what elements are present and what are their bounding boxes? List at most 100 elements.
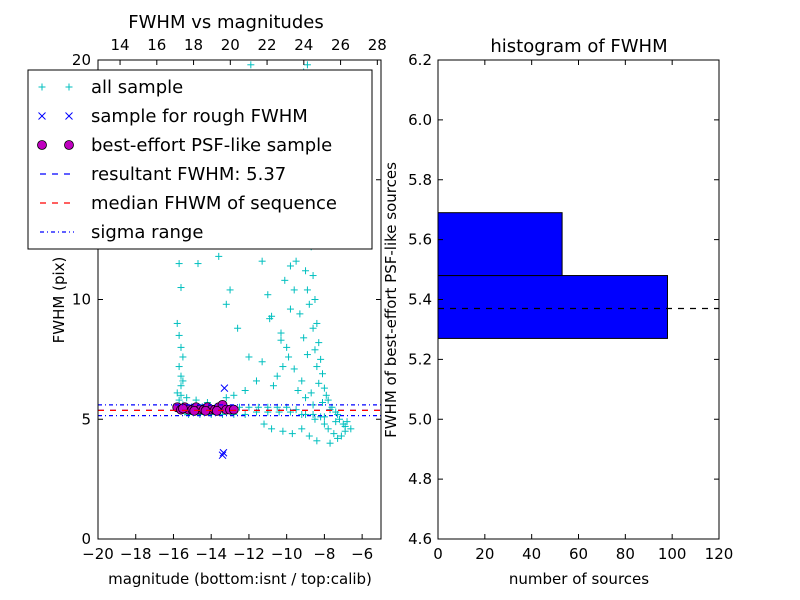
point-0-145 (298, 410, 306, 418)
point-0-112 (326, 406, 334, 414)
point-0-7 (177, 391, 185, 399)
point-0-123 (230, 391, 238, 399)
point-0-44 (313, 363, 321, 371)
point-0-29 (281, 276, 289, 284)
point-0-60 (320, 384, 328, 392)
top-x-tick-label-1: 16 (147, 36, 166, 54)
histogram-data-layer (438, 212, 719, 339)
hist-x-tick-label-6: 120 (705, 545, 734, 563)
top-x-tick-label-6: 26 (331, 36, 350, 54)
legend-marker-b-1 (65, 112, 73, 120)
point-0-72 (286, 262, 294, 270)
point-0-74 (279, 363, 287, 371)
point-0-121 (252, 377, 260, 385)
x-tick-label-4: −12 (233, 545, 265, 563)
point-0-18 (226, 286, 234, 294)
legend-marker-a-0 (38, 83, 46, 91)
point-0-43 (311, 346, 319, 354)
point-0-55 (311, 296, 319, 303)
point-0-3 (177, 372, 185, 380)
top-x-tick-label-5: 24 (294, 36, 313, 54)
point-0-124 (222, 394, 230, 402)
point-1-11 (220, 384, 229, 392)
legend-marker-a-2 (37, 140, 47, 150)
point-0-21 (247, 61, 255, 69)
point-0-84 (320, 420, 328, 428)
point-0-49 (303, 61, 311, 69)
point-0-130 (175, 260, 183, 268)
legend-label-3: resultant FWHM: 5.37 (91, 164, 286, 185)
y-tick-label-0: 0 (81, 530, 91, 548)
y-tick-label-1: 5 (81, 410, 91, 428)
x-tick-label-2: −16 (158, 545, 190, 563)
point-0-114 (307, 389, 315, 397)
point-0-61 (322, 391, 330, 399)
point-0-147 (320, 413, 328, 421)
histogram-bar-1 (438, 212, 563, 277)
hist-x-tick-label-2: 40 (522, 545, 541, 563)
histogram-xlabel: number of sources (509, 570, 649, 588)
point-0-141 (252, 408, 260, 416)
point-0-14 (215, 252, 223, 260)
point-0-57 (315, 339, 323, 347)
point-0-24 (264, 291, 272, 299)
top-x-tick-label-7: 28 (368, 36, 387, 54)
point-0-1 (175, 331, 183, 339)
y-tick-label-2: 10 (72, 291, 91, 309)
hist-y-tick-label-5: 5.6 (408, 231, 432, 249)
point-0-56 (313, 319, 321, 327)
point-0-87 (292, 406, 300, 414)
point-0-4 (177, 382, 185, 390)
point-0-116 (290, 365, 298, 373)
hist-y-tick-label-6: 5.8 (408, 171, 432, 189)
point-0-129 (177, 284, 185, 292)
point-0-69 (300, 334, 308, 342)
scatter-ylabel: FWHM (pix) (50, 257, 68, 344)
point-0-30 (286, 305, 294, 313)
point-1-13 (219, 448, 228, 457)
point-0-109 (347, 425, 355, 433)
point-0-110 (343, 418, 351, 426)
y-tick-label-4: 20 (72, 51, 91, 69)
legend-box (27, 69, 373, 250)
point-0-28 (277, 329, 285, 337)
point-0-106 (313, 437, 321, 445)
legend-label-0: all sample (91, 77, 183, 98)
point-0-75 (273, 372, 281, 380)
legend-label-4: median FHWM of sequence (91, 193, 337, 214)
point-0-45 (315, 379, 323, 387)
hist-y-tick-label-7: 6.0 (408, 111, 432, 129)
point-0-146 (309, 410, 317, 418)
legend-label-5: sigma range (91, 222, 203, 243)
legend-label-1: sample for rough FWHM (91, 106, 308, 127)
point-0-111 (334, 410, 342, 418)
scatter-plot-frame (97, 59, 382, 540)
point-0-144 (286, 408, 294, 416)
legend-marker-a-1 (38, 112, 46, 120)
point-0-132 (177, 343, 185, 351)
legend: all sample sample for rough FWHM best-effo… (27, 69, 373, 250)
scatter-chart: FWHM vs magnitudes −20 −18 −16 −14 −12 −10 −8−… (27, 12, 387, 588)
point-0-142 (264, 408, 272, 416)
point-0-115 (298, 377, 306, 385)
point-0-107 (326, 439, 334, 447)
hist-x-tick-label-3: 60 (569, 545, 588, 563)
histogram-plot-frame (437, 59, 720, 540)
legend-marker-b-2 (64, 140, 74, 150)
point-1-12 (218, 451, 227, 460)
point-0-59 (319, 370, 327, 378)
point-0-102 (279, 427, 287, 435)
point-0-91 (254, 403, 262, 411)
hist-y-tick-label-2: 5.0 (408, 410, 432, 428)
point-0-19 (234, 324, 242, 332)
point-0-33 (292, 257, 300, 265)
legend-entry-4: median FHWM of sequence (40, 193, 337, 214)
hist-x-tick-label-0: 0 (433, 545, 443, 563)
x-tick-label-5: −10 (271, 545, 303, 563)
legend-items: all sample sample for rough FWHM best-effo… (37, 77, 337, 243)
x-tick-label-6: −8 (313, 545, 335, 563)
point-0-128 (173, 389, 181, 397)
scatter-xlabel: magnitude (bottom:isnt / top:calib) (108, 570, 372, 588)
legend-entry-2: best-effort PSF-like sample (37, 135, 332, 156)
